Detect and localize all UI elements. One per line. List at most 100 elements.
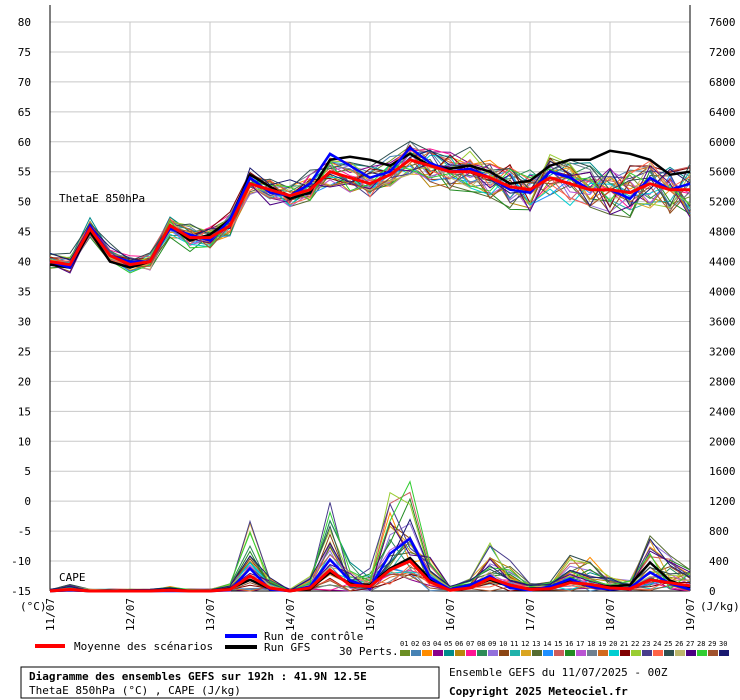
legend-perts-label: 30 Perts. <box>339 645 399 658</box>
left-tick-label: 0 <box>24 495 31 508</box>
left-tick-label: 80 <box>18 16 31 29</box>
x-date-label: 18/07 <box>604 598 617 631</box>
mean-cape-line <box>49 559 691 593</box>
footer-run-info: Ensemble GEFS du 11/07/2025 - 00Z <box>449 666 668 679</box>
legend-control-swatch <box>225 634 257 638</box>
chart-grid <box>49 21 691 592</box>
footer-title: Diagramme des ensembles GEFS sur 192h : … <box>29 670 367 683</box>
perturbation-swatch-label: 05 <box>444 640 452 648</box>
right-tick-label: 3200 <box>709 345 736 358</box>
footer: Diagramme des ensembles GEFS sur 192h : … <box>20 666 668 699</box>
left-tick-label: 5 <box>24 465 31 478</box>
perturbation-swatch <box>708 650 718 656</box>
left-axis-unit: (°C) <box>20 600 47 613</box>
left-tick-label: 50 <box>18 196 31 209</box>
perturbation-swatch-label: 01 <box>400 640 408 648</box>
perturbation-swatch-label: 28 <box>697 640 705 648</box>
left-tick-label: 45 <box>18 226 31 239</box>
perturbation-swatch <box>631 650 641 656</box>
perturbation-swatch-label: 04 <box>433 640 441 648</box>
perturbation-swatch <box>466 650 476 656</box>
perturbation-swatch <box>543 650 553 656</box>
perturbation-swatch-label: 21 <box>620 640 628 648</box>
left-tick-label: 10 <box>18 435 31 448</box>
perturbation-swatch-label: 24 <box>653 640 661 648</box>
perturbation-swatch <box>609 650 619 656</box>
right-tick-label: 2400 <box>709 405 736 418</box>
perturbation-swatch <box>576 650 586 656</box>
footer-subtitle: ThetaE 850hPa (°C) , CAPE (J/kg) <box>29 684 241 697</box>
perturbation-swatch-label: 26 <box>675 640 683 648</box>
right-tick-label: 4000 <box>709 286 736 299</box>
footer-title-box <box>20 666 440 699</box>
perturbation-swatch-label: 13 <box>532 640 540 648</box>
perturbation-swatch <box>444 650 454 656</box>
perturbation-swatch-label: 29 <box>708 640 716 648</box>
right-tick-label: 1200 <box>709 495 736 508</box>
perturbation-swatch-label: 08 <box>477 640 485 648</box>
thetae-panel-label: ThetaE 850hPa <box>59 192 145 205</box>
x-date-label: 12/07 <box>124 598 137 631</box>
perturbation-swatch-label: 27 <box>686 640 694 648</box>
main-series-lines <box>49 146 691 593</box>
right-tick-label: 4400 <box>709 256 736 269</box>
left-tick-label: 70 <box>18 76 31 89</box>
perturbation-thetae-line <box>49 156 691 269</box>
perturbation-swatch <box>521 650 531 656</box>
perturbation-swatch <box>697 650 707 656</box>
x-date-label: 13/07 <box>204 598 217 631</box>
mean-thetae-line <box>49 158 690 267</box>
legend-mean-label: Moyenne des scénarios <box>74 640 213 653</box>
perturbation-swatch-label: 16 <box>565 640 573 648</box>
left-tick-label: -15 <box>11 585 31 598</box>
perturbation-swatch <box>598 650 608 656</box>
left-tick-label: 15 <box>18 405 31 418</box>
perturbation-swatches: 01 02 03 04 05 06 07 08 09 10 11 12 13 14 15 16 17 18 19 20… <box>400 640 729 656</box>
left-tick-label: 75 <box>18 46 31 59</box>
left-tick-label: 35 <box>18 286 31 299</box>
legend-mean-swatch <box>35 644 65 648</box>
perturbation-swatch <box>510 650 520 656</box>
left-tick-label: 65 <box>18 106 31 119</box>
perturbation-swatch-label: 19 <box>598 640 606 648</box>
perturbation-swatch <box>675 650 685 656</box>
perturbation-swatch-label: 23 <box>642 640 650 648</box>
perturbation-swatch <box>455 650 465 656</box>
right-tick-label: 4800 <box>709 226 736 239</box>
x-date-label: 19/07 <box>684 598 697 631</box>
perturbation-swatch-label: 18 <box>587 640 595 648</box>
right-tick-label: 0 <box>709 585 716 598</box>
left-tick-label: 25 <box>18 345 31 358</box>
perturbation-swatch <box>719 650 729 656</box>
perturbation-swatch <box>488 650 498 656</box>
right-axis-ticks: 7600720068006400600056005200480044004000… <box>709 16 736 598</box>
x-date-label: 16/07 <box>444 598 457 631</box>
perturbation-swatch-label: 22 <box>631 640 639 648</box>
right-tick-label: 6000 <box>709 136 736 149</box>
perturbation-swatch-label: 03 <box>422 640 430 648</box>
perturbation-swatch <box>554 650 564 656</box>
perturbation-swatch-label: 07 <box>466 640 474 648</box>
perturbation-swatch <box>664 650 674 656</box>
right-axis-unit: (J/kg) <box>700 600 740 613</box>
perturbation-swatch-label: 15 <box>554 640 562 648</box>
left-tick-label: 30 <box>18 315 31 328</box>
perturbation-swatch-label: 14 <box>543 640 551 648</box>
perturbation-swatch <box>686 650 696 656</box>
perturbation-swatch <box>565 650 575 656</box>
perturbation-swatch-label: 09 <box>488 640 496 648</box>
right-tick-label: 7200 <box>709 46 736 59</box>
right-tick-label: 1600 <box>709 465 736 478</box>
x-axis-date-labels: 11/07 12/07 13/07 14/07 15/07 16/07 17/07 18/07… <box>44 598 697 631</box>
perturbation-thetae-line <box>49 140 691 262</box>
perturbation-swatch <box>499 650 509 656</box>
left-tick-label: 55 <box>18 166 31 179</box>
footer-copyright: Copyright 2025 Meteociel.fr <box>449 685 628 698</box>
right-tick-label: 400 <box>709 555 729 568</box>
legend-gfs-label: Run GFS <box>264 641 310 654</box>
right-tick-label: 5200 <box>709 196 736 209</box>
perturbation-swatch <box>400 650 410 656</box>
left-tick-label: 60 <box>18 136 31 149</box>
